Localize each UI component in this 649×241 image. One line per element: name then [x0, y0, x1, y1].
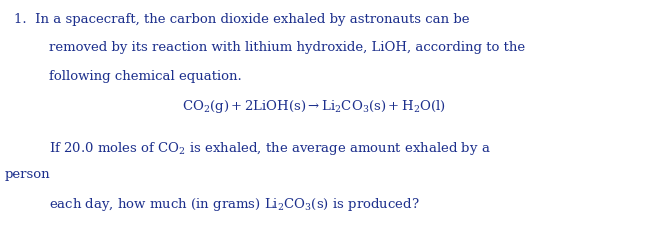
Text: removed by its reaction with lithium hydroxide, LiOH, according to the: removed by its reaction with lithium hyd… [49, 41, 525, 54]
Text: each day, how much (in grams) $\mathrm{Li_2CO_3(s)}$ is produced?: each day, how much (in grams) $\mathrm{L… [49, 196, 420, 213]
Text: 1.  In a spacecraft, the carbon dioxide exhaled by astronauts can be: 1. In a spacecraft, the carbon dioxide e… [14, 13, 470, 26]
Text: If 20.0 moles of $\mathrm{CO_2}$ is exhaled, the average amount exhaled by a: If 20.0 moles of $\mathrm{CO_2}$ is exha… [49, 140, 491, 157]
Text: $\mathrm{CO_2(g) + 2LiOH(s) \rightarrow Li_2CO_3(s) + H_2O(l)}$: $\mathrm{CO_2(g) + 2LiOH(s) \rightarrow … [182, 98, 447, 115]
Text: following chemical equation.: following chemical equation. [49, 69, 242, 82]
Text: person: person [5, 168, 50, 181]
